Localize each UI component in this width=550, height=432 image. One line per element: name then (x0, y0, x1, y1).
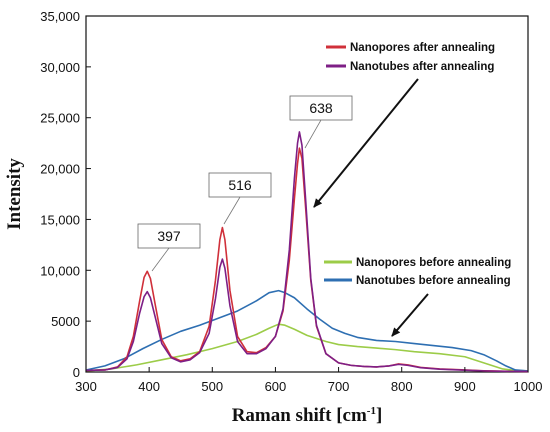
peak-annotation-397: 397 (137, 223, 201, 272)
y-tick-label: 10,000 (40, 263, 80, 278)
series-layer (85, 131, 529, 373)
peak-box-397 (137, 223, 201, 249)
x-tick-label: 900 (454, 379, 476, 394)
series-line-nanotubes-before-annealing (85, 289, 529, 372)
peak-label-516: 516 (228, 177, 252, 193)
y-tick-label: 5000 (51, 314, 80, 329)
x-tick-label: 1000 (514, 379, 543, 394)
x-tick-label: 600 (265, 379, 287, 394)
peak-annotation-638: 638 (289, 95, 353, 149)
arrow-after-annealing (313, 78, 419, 208)
x-axis-title-main: Raman shift [cm (232, 405, 367, 426)
y-tick-label: 30,000 (40, 60, 80, 75)
x-axis-title: Raman shift [cm-1] (232, 405, 383, 426)
legend-label-nanopores-before: Nanopores before annealing (356, 257, 511, 269)
peak-leader-638 (304, 119, 322, 149)
legend-lower: Nanopores before annealing Nanotubes bef… (324, 257, 511, 287)
y-tick-label: 0 (73, 365, 80, 380)
legend-upper: Nanopores after annealing Nanotubes afte… (326, 42, 495, 73)
y-axis-ticks: 0 5000 10,000 15,000 20,000 25,000 30,000 35,00… (40, 9, 91, 380)
peak-box-516 (208, 172, 272, 198)
legend-label-nanopores-after: Nanopores after annealing (350, 42, 495, 54)
x-axis-title-end: ] (376, 405, 382, 426)
series-line-nanotubes-after-annealing (85, 131, 529, 373)
peak-leader-397 (151, 247, 170, 272)
peak-box-638 (289, 95, 353, 121)
peak-annotation-516: 516 (208, 172, 272, 225)
x-tick-label: 700 (328, 379, 350, 394)
series-line-nanopores-before-annealing (85, 323, 529, 372)
x-tick-label: 400 (138, 379, 160, 394)
x-tick-label: 800 (391, 379, 413, 394)
y-tick-label: 25,000 (40, 111, 80, 126)
y-axis-title: Intensity (4, 158, 25, 230)
y-tick-label: 35,000 (40, 9, 80, 24)
peak-leader-516 (223, 196, 241, 225)
y-tick-label: 15,000 (40, 212, 80, 227)
peak-label-397: 397 (157, 228, 181, 244)
peak-label-638: 638 (309, 100, 333, 116)
x-tick-label: 500 (201, 379, 223, 394)
arrow-before-annealing (391, 293, 429, 337)
legend-label-nanotubes-after: Nanotubes after annealing (350, 61, 494, 73)
x-axis-title-superscript: -1 (367, 405, 376, 417)
plot-area-frame (85, 15, 529, 373)
y-tick-label: 20,000 (40, 162, 80, 177)
x-tick-label: 300 (75, 379, 97, 394)
x-axis-ticks: 300 400 500 600 700 800 900 1000 (75, 367, 542, 394)
legend-label-nanotubes-before: Nanotubes before annealing (356, 275, 511, 287)
